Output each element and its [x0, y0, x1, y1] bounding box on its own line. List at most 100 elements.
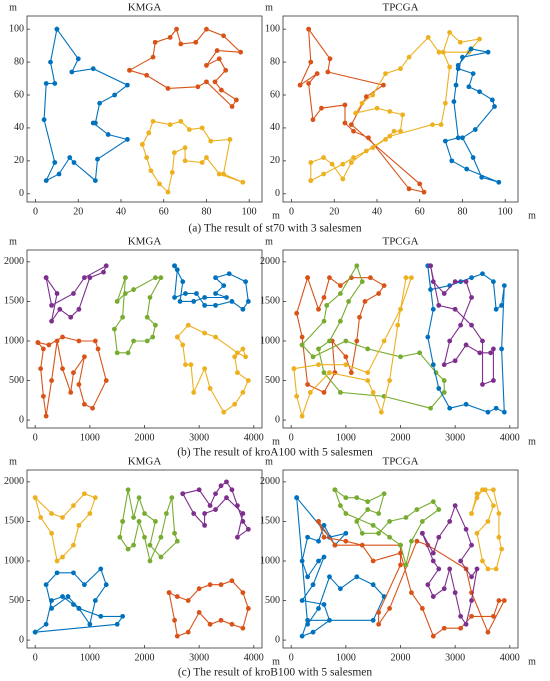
city: [463, 342, 469, 348]
city: [240, 306, 246, 312]
city: [49, 511, 54, 516]
city: [441, 362, 447, 368]
y-tick-label: 80: [270, 56, 280, 67]
route: [298, 28, 426, 193]
chart-title: KMGA: [128, 236, 162, 248]
city: [348, 122, 354, 128]
city: [245, 378, 251, 383]
y-tick-label: 0: [19, 634, 24, 645]
city: [370, 92, 376, 98]
city: [142, 511, 147, 516]
city: [321, 534, 327, 540]
city: [224, 295, 229, 300]
city: [365, 499, 371, 505]
y-tick-label: 100: [9, 23, 24, 34]
city: [224, 495, 229, 501]
y-tick-label: 20: [270, 155, 280, 166]
city: [491, 378, 496, 383]
city: [325, 69, 331, 75]
city: [469, 295, 474, 300]
city: [76, 606, 82, 611]
city: [218, 582, 224, 588]
city: [90, 120, 96, 126]
city: [421, 189, 427, 195]
city: [452, 358, 458, 364]
city: [69, 69, 75, 75]
city: [196, 487, 202, 493]
city: [235, 503, 240, 508]
city: [68, 390, 74, 395]
route: [34, 493, 96, 562]
city: [365, 378, 371, 383]
x-tick-label: 20: [73, 206, 83, 217]
city: [430, 594, 436, 599]
city: [305, 621, 310, 627]
city: [97, 100, 103, 106]
city: [71, 291, 76, 296]
city: [125, 546, 131, 552]
city: [499, 546, 505, 552]
city: [90, 405, 95, 411]
x-tick-label: 100: [498, 206, 513, 217]
route: [173, 265, 249, 311]
city: [342, 120, 348, 126]
city: [329, 161, 335, 167]
city: [182, 145, 188, 151]
city: [43, 178, 49, 184]
city: [76, 382, 82, 387]
plot-frame: [26, 15, 263, 203]
city: [172, 295, 177, 300]
city: [299, 413, 305, 419]
city: [165, 86, 171, 91]
city: [196, 586, 202, 592]
city: [452, 590, 458, 596]
city: [243, 354, 249, 360]
city: [442, 100, 448, 106]
city: [240, 511, 246, 516]
city: [327, 370, 332, 376]
city: [480, 558, 485, 564]
city: [337, 390, 343, 395]
city: [54, 570, 60, 576]
city: [68, 314, 74, 320]
city: [142, 534, 147, 540]
city: [294, 393, 300, 399]
city: [359, 100, 365, 106]
route: [129, 28, 243, 108]
x-tick-label: 0: [33, 432, 38, 443]
city: [400, 112, 406, 118]
city: [485, 566, 491, 572]
city: [54, 26, 60, 32]
y-axis-label: m: [9, 456, 17, 467]
city: [351, 155, 356, 160]
city: [49, 530, 54, 536]
x-tick-label: 80: [201, 206, 211, 217]
city: [370, 145, 376, 151]
city: [409, 590, 414, 596]
city: [167, 122, 173, 128]
city: [425, 34, 431, 40]
city: [49, 606, 54, 611]
city: [362, 299, 368, 304]
city: [403, 562, 409, 568]
city: [316, 346, 321, 352]
city: [243, 279, 249, 285]
city: [316, 606, 321, 611]
city: [398, 66, 403, 72]
city: [403, 515, 409, 520]
city: [185, 322, 191, 328]
city: [447, 519, 453, 524]
city: [387, 378, 392, 383]
city: [492, 104, 497, 109]
city: [233, 97, 239, 103]
x-axis-label: m: [528, 656, 536, 667]
city: [144, 155, 150, 160]
x-tick-label: 1000: [336, 652, 356, 663]
city: [324, 302, 330, 308]
city: [376, 621, 382, 627]
city: [469, 613, 474, 619]
city: [493, 405, 499, 411]
city: [191, 511, 197, 516]
city: [81, 491, 87, 497]
city: [67, 155, 73, 160]
